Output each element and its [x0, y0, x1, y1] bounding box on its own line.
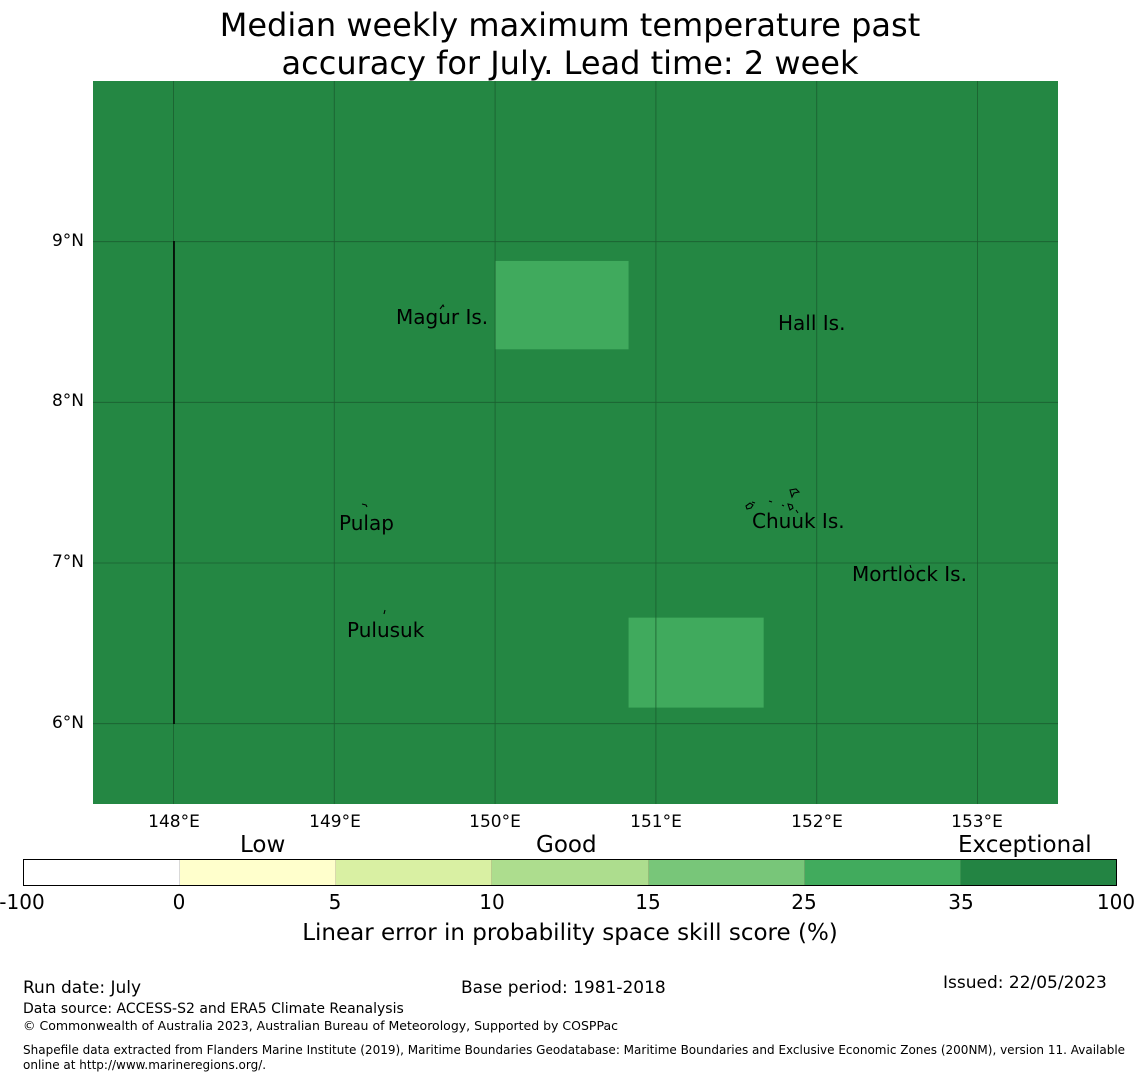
label-chuuk: Chuuk Is. — [752, 509, 845, 533]
label-mortlock: Mortlock Is. — [852, 562, 967, 586]
shapefile-credit-line-2: online at http://www.marineregions.org/. — [23, 1058, 267, 1072]
island-chuuk-2 — [768, 500, 773, 503]
island-chuuk-5 — [795, 509, 799, 514]
title-line-2: accuracy for July. Lead time: 2 week — [281, 44, 859, 82]
island-pulap — [361, 503, 368, 508]
colorbar-tick-0: 0 — [172, 890, 186, 914]
island-chuuk-4 — [787, 503, 794, 511]
category-good: Good — [536, 832, 597, 858]
colorbar-tick-m100: -100 — [0, 890, 45, 914]
colorbar-seg-4 — [492, 860, 649, 885]
x-tick-150e: 150°E — [469, 812, 521, 832]
colorbar-seg-3 — [336, 860, 493, 885]
data-source: Data source: ACCESS-S2 and ERA5 Climate … — [23, 1001, 404, 1017]
colorbar-seg-5 — [648, 860, 805, 885]
skill-cells — [495, 260, 764, 708]
category-exceptional: Exceptional — [958, 832, 1092, 858]
colorbar-tick-100: 100 — [1096, 890, 1136, 914]
label-pulusuk: Pulusuk — [347, 618, 425, 642]
colorbar-tick-25: 25 — [791, 890, 817, 914]
colorbar — [23, 859, 1117, 886]
colorbar-label: Linear error in probability space skill … — [302, 920, 838, 946]
island-outlines — [361, 303, 912, 615]
x-tick-152e: 152°E — [791, 812, 843, 832]
map-background — [93, 81, 1058, 804]
skill-cell-2 — [628, 617, 764, 708]
x-tick-151e: 151°E — [630, 812, 682, 832]
island-mortlock — [909, 564, 912, 569]
island-magur — [439, 303, 445, 310]
shapefile-credit-line-1: Shapefile data extracted from Flanders M… — [23, 1043, 1126, 1057]
map-title: Median weekly maximum temperature past a… — [0, 6, 1140, 82]
colorbar-seg-2 — [180, 860, 337, 885]
y-tick-8n: 8°N — [51, 391, 84, 411]
island-chuuk-3 — [781, 504, 785, 507]
x-tick-153e: 153°E — [951, 812, 1003, 832]
x-tick-149e: 149°E — [309, 812, 361, 832]
y-tick-6n: 6°N — [51, 713, 84, 733]
label-pulap: Pulap — [339, 511, 394, 535]
colorbar-tick-5: 5 — [328, 890, 342, 914]
skill-cell-1 — [495, 260, 629, 350]
x-tick-148e: 148°E — [148, 812, 200, 832]
colorbar-tick-15: 15 — [635, 890, 661, 914]
colorbar-tick-10: 10 — [479, 890, 505, 914]
island-chuuk-east — [789, 488, 801, 499]
run-date: Run date: July — [23, 978, 142, 998]
colorbar-seg-6 — [804, 860, 961, 885]
copyright: © Commonwealth of Australia 2023, Austra… — [23, 1018, 618, 1033]
colorbar-seg-7 — [960, 860, 1116, 885]
category-low: Low — [240, 832, 286, 858]
colorbar-seg-1 — [24, 860, 181, 885]
label-magur: Magur Is. — [396, 305, 489, 329]
label-hall: Hall Is. — [778, 311, 846, 335]
y-tick-9n: 9°N — [51, 231, 84, 251]
island-chuuk-1 — [751, 501, 756, 504]
island-pulusuk — [383, 609, 386, 615]
base-period: Base period: 1981-2018 — [461, 978, 666, 998]
island-chuuk-west — [745, 502, 754, 510]
title-line-1: Median weekly maximum temperature past — [219, 6, 921, 44]
colorbar-tick-35: 35 — [948, 890, 974, 914]
issued-date: Issued: 22/05/2023 — [943, 973, 1107, 993]
y-tick-7n: 7°N — [51, 552, 84, 572]
